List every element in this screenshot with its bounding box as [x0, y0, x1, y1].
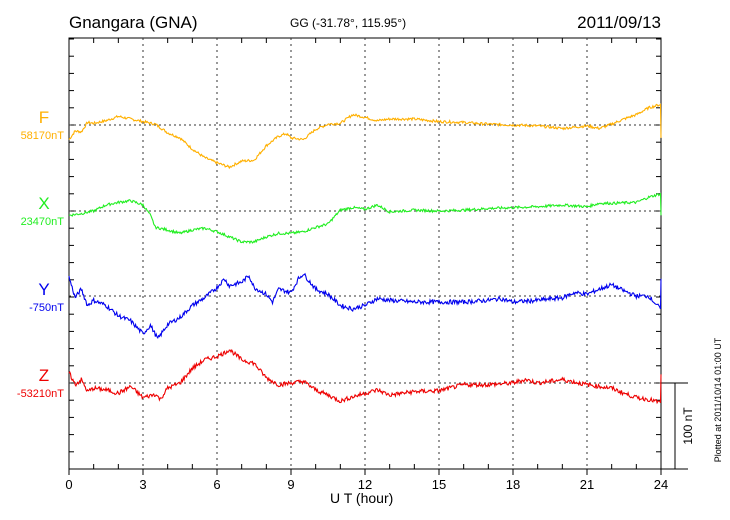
baseline-label-x: 23470nT — [20, 216, 64, 228]
x-tick-label: 0 — [65, 477, 72, 492]
x-tick-label: 15 — [432, 477, 446, 492]
series-line-x — [68, 192, 662, 245]
x-tick-label: 9 — [287, 477, 294, 492]
x-tick-label: 18 — [506, 477, 520, 492]
plotted-timestamp: Plotted at 2011/10/14 01:00 UT — [713, 337, 723, 463]
station-coordinates: GG (-31.78°, 115.95°) — [290, 16, 407, 30]
baseline-label-z: -53210nT — [16, 388, 64, 400]
baseline-label-f: 58170nT — [20, 130, 64, 142]
x-tick-label: 24 — [654, 477, 668, 492]
component-label-y: Y — [38, 280, 50, 299]
station-title: Gnangara (GNA) — [69, 13, 198, 32]
component-label-f: F — [38, 108, 50, 127]
x-tick-label: 3 — [139, 477, 146, 492]
x-tick-label: 6 — [213, 477, 220, 492]
baseline-label-y: -750nT — [29, 302, 64, 314]
scale-bar-label: 100 nT — [681, 407, 695, 445]
x-axis-label: U T (hour) — [330, 490, 394, 506]
plot-date: 2011/09/13 — [577, 13, 661, 32]
x-tick-label: 21 — [580, 477, 594, 492]
series-line-y — [68, 272, 662, 340]
series-line-z — [68, 348, 662, 405]
component-label-x: X — [38, 194, 50, 213]
x-tick-label: 12 — [358, 477, 372, 492]
component-label-z: Z — [38, 366, 50, 385]
series-line-f — [68, 103, 662, 170]
